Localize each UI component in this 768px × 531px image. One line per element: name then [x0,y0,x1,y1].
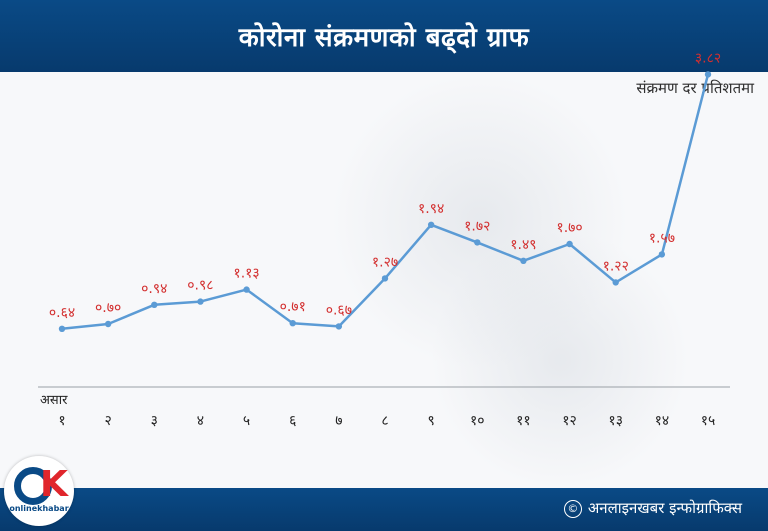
data-label: १.५७ [649,230,675,246]
x-tick-label: १४ [655,413,670,429]
background-virus-shape-2 [430,230,690,490]
data-label: ०.६७ [326,302,352,318]
line-chart: असार ०.६४ ०.७० ०.९४ ०.९८ १.१३ ०.७१ ०.६७ १.२७ १.९… [38,50,730,429]
data-points [58,71,712,332]
data-label: १.७० [556,220,582,236]
x-tick-label: ७ [335,413,342,429]
data-point [566,240,573,248]
data-point [58,325,66,332]
x-tick-label: ६ [289,413,296,429]
infographic-credit: © अनलाइनखबर इन्फोग्राफिक्स [563,498,742,518]
x-tick-label: १ [58,413,65,429]
x-axis-label: असार [40,393,68,408]
data-label: १.२२ [603,258,629,274]
data-point [474,239,481,246]
data-point [427,221,435,228]
data-point [243,286,250,293]
data-point [151,301,158,308]
copyright-icon: © [563,500,582,518]
x-tick-labels: १ २ ३ ४ ५ ६ ७ ८ ९ १० ११ १२ १३ १४ १५ [58,413,715,429]
x-tick-label: १२ [562,413,577,429]
data-label: १.१३ [233,266,259,282]
logo-k-mark: K [40,464,68,505]
data-label: १.७२ [464,218,490,234]
x-tick-label: ९ [428,413,435,429]
x-tick-label: १३ [608,413,623,429]
data-point [520,257,527,264]
x-tick-label: १५ [701,413,716,429]
data-point [104,320,112,328]
x-tick-label: ५ [243,413,250,429]
data-point [658,251,666,258]
data-label: ०.९८ [187,278,213,294]
data-label: १.४९ [510,237,536,253]
data-point [381,275,389,282]
data-point [335,323,343,330]
data-point [289,320,296,327]
x-tick-label: ४ [197,413,204,429]
data-point [612,279,619,286]
x-tick-label: २ [105,413,112,429]
data-label: ०.९४ [141,281,167,297]
data-point [197,298,204,305]
data-labels: ०.६४ ०.७० ०.९४ ०.९८ १.१३ ०.७१ ०.६७ १.२७ १.९४ १.७२… [49,50,721,320]
x-tick-label: १० [470,413,485,429]
logo-brand-text: onlinekhabar [9,504,69,513]
data-label: ०.७१ [280,299,306,315]
header-banner: कोरोना संक्रमणको बढ्दो ग्राफ [0,0,768,72]
background-virus-shape [330,70,630,370]
x-tick-label: ८ [381,413,388,429]
credit-text: अनलाइनखबर इन्फोग्राफिक्स [587,499,742,517]
data-label: ३.८२ [695,50,721,66]
footer-bar: © अनलाइनखबर इन्फोग्राफिक्स [0,488,768,531]
chart-title: कोरोना संक्रमणको बढ्दो ग्राफ [238,23,530,53]
data-label: ०.७० [95,300,121,316]
chart-subtitle: संक्रमण दर प्रतिशतमा [636,79,754,97]
x-tick-label: ११ [516,413,531,429]
onlinekhabar-logo[interactable]: K onlinekhabar [4,456,74,526]
logo-o-mark [14,467,52,505]
data-point [704,71,712,78]
x-tick-label: ३ [151,413,158,429]
data-label: १.९४ [418,201,444,217]
data-label: ०.६४ [49,305,75,321]
data-label: १.२७ [372,254,398,270]
